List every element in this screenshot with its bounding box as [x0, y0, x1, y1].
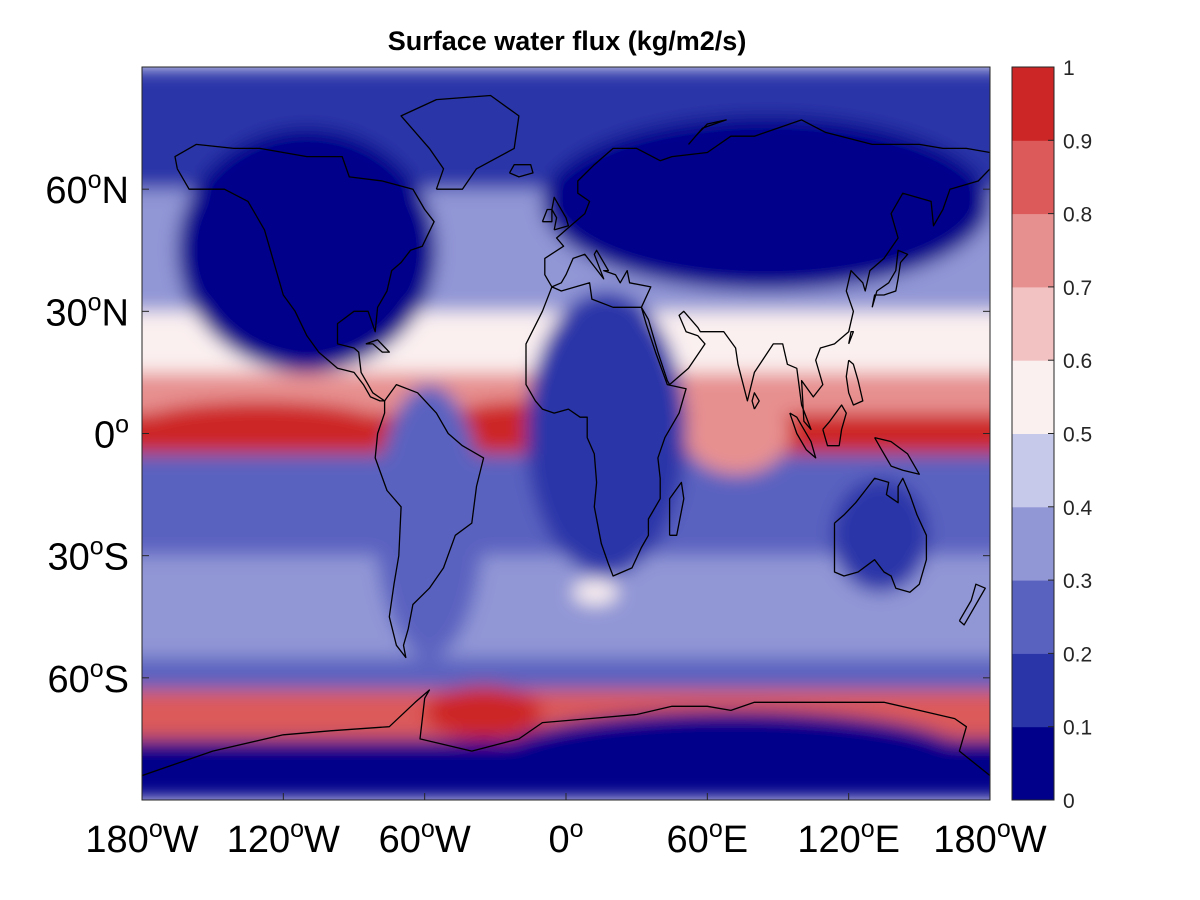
colorbar: 0 0.1 0.2 0.3 0.4 0.5 0.6 0.7 0.8 0.9 1 [1011, 57, 1093, 813]
field-feature-africa [525, 290, 687, 577]
colorbar-segment [1012, 726, 1054, 801]
colorbar-segment [1012, 580, 1054, 654]
colorbar-segment [1012, 67, 1054, 141]
map-panel [142, 67, 990, 800]
colorbar-segment [1012, 653, 1054, 728]
y-tick-label: 0o [94, 411, 129, 457]
y-tick-label: 30oN [45, 288, 129, 334]
field-band-southern-subpolar [142, 657, 990, 691]
coastline-india-sri-lanka [751, 392, 760, 410]
colorbar-tick-label: 0.1 [1063, 717, 1092, 740]
chart-title: Surface water flux (kg/m2/s) [388, 26, 747, 56]
x-tick-label: 120oW [227, 815, 340, 861]
x-tick-label: 60oE [667, 815, 749, 861]
x-tick-label: 180oW [85, 815, 198, 861]
coastline-greenland [400, 94, 520, 190]
field-feature-drake-passage-red [424, 685, 543, 739]
x-tick-label: 120oE [797, 815, 900, 861]
colorbar-segment [1012, 360, 1054, 434]
coastline-antarctica [142, 689, 990, 777]
coastline-svalbard-novaya [688, 119, 727, 145]
colorbar-tick-label: 0.5 [1063, 424, 1092, 447]
coastline-australia [833, 477, 928, 593]
coastline-north-america [174, 143, 435, 402]
latitude-ticks: 60oN 30oN 0o 30oS 60oS [45, 166, 990, 701]
colorbar-tick-label: 0.2 [1063, 643, 1092, 666]
x-tick-label: 180oW [933, 815, 1046, 861]
longitude-ticks: 180oW 120oW 60oW 0o 60oE 120oE 180oW [85, 793, 1047, 861]
y-tick-label: 60oN [45, 166, 129, 212]
colorbar-segment [1012, 140, 1054, 215]
coastline-taiwan-hainan [848, 331, 855, 345]
colorbar-tick-label: 0.4 [1063, 497, 1093, 520]
field-feature-south-atlantic-white-patch [573, 580, 618, 605]
x-tick-label: 60oW [379, 815, 471, 861]
colorbar-segment [1012, 433, 1054, 508]
colorbar-tick-label: 0.6 [1063, 350, 1092, 373]
colorbar-segment [1012, 213, 1054, 288]
colorbar-tick-label: 0.8 [1063, 204, 1092, 227]
field-feature-indian-ocean-warm-pool [683, 392, 790, 475]
field-feature-north-america [177, 128, 437, 373]
coastlines [142, 94, 990, 777]
coastline-philippines [845, 359, 864, 406]
coastline-africa-eurasia [525, 119, 990, 577]
colorbar-tick-label: 0 [1063, 790, 1075, 813]
coastline-new-guinea [874, 436, 920, 475]
coastline-ireland [541, 208, 553, 223]
coastline-borneo [822, 404, 847, 447]
coastline-cuba [365, 339, 390, 353]
flux-field [142, 67, 990, 800]
coastline-japan [871, 249, 909, 308]
field-feature-south-america [375, 384, 484, 658]
coastline-sumatra [789, 412, 817, 459]
coastline-madagascar [668, 481, 685, 536]
colorbar-tick-label: 0.7 [1063, 277, 1092, 300]
colorbar-tick-label: 0.9 [1063, 130, 1092, 153]
colorbar-segment [1012, 286, 1054, 361]
colorbar-segment [1012, 506, 1054, 581]
field-feature-pacific-itcz [142, 400, 378, 442]
coastline-south-america [374, 383, 485, 659]
field-feature-australia [832, 478, 929, 593]
coastline-new-zealand [958, 583, 986, 626]
field-feature-antarctic-continent [495, 710, 967, 800]
colorbar-tick-label: 0.3 [1063, 570, 1092, 593]
x-tick-label: 0o [548, 815, 583, 861]
coastline-iceland [508, 164, 534, 178]
coastline-british-isles [551, 196, 570, 231]
colorbar-tick-label: 1 [1063, 57, 1075, 80]
field-feature-eurasia [542, 115, 990, 291]
y-tick-label: 60oS [47, 655, 129, 701]
y-tick-label: 30oS [47, 533, 129, 579]
